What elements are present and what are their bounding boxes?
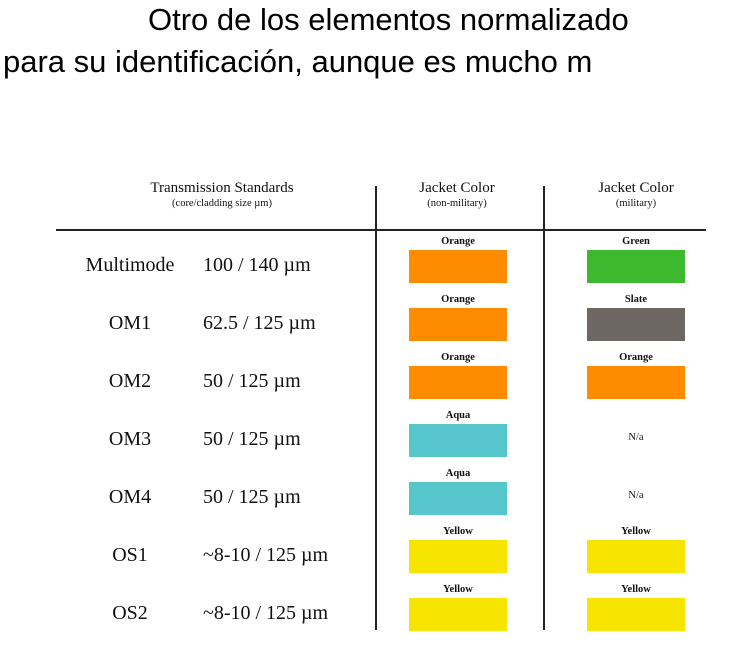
military-color-label: Yellow (621, 526, 651, 537)
intro-line-1: Otro de los elementos normalizado (148, 2, 629, 37)
nonmilitary-color-swatch (409, 424, 507, 457)
nonmilitary-color-swatch (409, 366, 507, 399)
header-jacket-nonmilitary-subtitle: (non-military) (427, 198, 487, 209)
row-name: OM2 (108, 370, 152, 392)
nonmilitary-color-label: Yellow (443, 526, 473, 537)
nonmilitary-color-label: Aqua (445, 410, 471, 421)
military-color-swatch (587, 308, 685, 341)
nonmilitary-color-label: Yellow (443, 584, 473, 595)
military-color-swatch (587, 598, 685, 631)
military-color-swatch (587, 540, 685, 573)
header-jacket-military-subtitle: (military) (615, 198, 657, 209)
header-divider (56, 229, 706, 231)
row-name: OM4 (108, 486, 152, 508)
military-color-swatch (587, 366, 685, 399)
row-core-cladding-size: 50 / 125 µm (203, 370, 301, 392)
row-name: Multimode (85, 254, 175, 276)
nonmilitary-color-swatch (409, 308, 507, 341)
row-name: OS1 (112, 544, 148, 566)
military-color-label: Slate (624, 294, 648, 305)
nonmilitary-color-label: Aqua (445, 468, 471, 479)
row-core-cladding-size: 100 / 140 µm (203, 254, 311, 276)
nonmilitary-color-swatch (409, 540, 507, 573)
nonmilitary-color-swatch (409, 598, 507, 631)
row-name: OM3 (108, 428, 152, 450)
row-core-cladding-size: 50 / 125 µm (203, 486, 301, 508)
nonmilitary-color-swatch (409, 482, 507, 515)
header-jacket-military: Jacket Color (military) (572, 180, 700, 211)
row-core-cladding-size: ~8-10 / 125 µm (203, 602, 329, 624)
column-divider-2 (543, 186, 545, 630)
row-core-cladding-size: ~8-10 / 125 µm (203, 544, 329, 566)
military-color-label: Yellow (621, 584, 651, 595)
column-divider-1 (375, 186, 377, 630)
header-standards: Transmission Standards (core/cladding si… (96, 180, 348, 211)
header-standards-title: Transmission Standards (150, 180, 294, 196)
row-name: OM1 (108, 312, 152, 334)
military-color-label: Orange (619, 352, 653, 363)
military-color-label: Green (622, 236, 650, 247)
header-jacket-military-title: Jacket Color (598, 180, 674, 196)
military-color-not-applicable: N/a (628, 432, 644, 443)
intro-line-2: para su identificación, aunque es mucho … (3, 44, 593, 79)
row-core-cladding-size: 62.5 / 125 µm (203, 312, 316, 334)
nonmilitary-color-label: Orange (441, 352, 475, 363)
intro-text: Otro de los elementos normalizado para s… (0, 0, 734, 120)
nonmilitary-color-label: Orange (441, 236, 475, 247)
header-jacket-nonmilitary: Jacket Color (non-military) (393, 180, 521, 211)
nonmilitary-color-swatch (409, 250, 507, 283)
row-name: OS2 (112, 602, 148, 624)
header-standards-subtitle: (core/cladding size µm) (172, 198, 272, 209)
military-color-swatch (587, 250, 685, 283)
header-jacket-nonmilitary-title: Jacket Color (419, 180, 495, 196)
nonmilitary-color-label: Orange (441, 294, 475, 305)
military-color-not-applicable: N/a (628, 490, 644, 501)
row-core-cladding-size: 50 / 125 µm (203, 428, 301, 450)
